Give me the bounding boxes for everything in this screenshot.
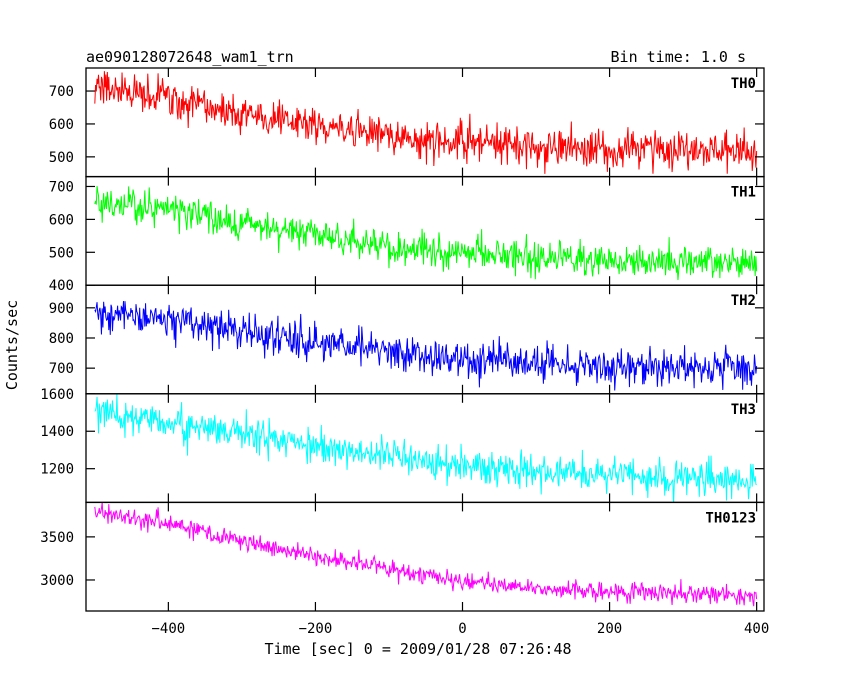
- y-tick-label: 1200: [40, 462, 74, 478]
- series-label-th1: TH1: [731, 185, 756, 201]
- series-line-th3: [94, 394, 757, 503]
- plot-title: ae090128072648_wam1_trn: [86, 48, 294, 66]
- series-line-th2: [94, 301, 758, 391]
- panel-th1: 400 500 600 700 TH1: [49, 175, 765, 294]
- y-axis-label: Counts/sec: [3, 300, 21, 390]
- x-axis: −400 −200 0 200 400: [152, 621, 770, 637]
- series-line-th1: [94, 186, 758, 281]
- panels-group: 500 600 700 TH0 400 500 600 700 TH1 700 800 900 TH2 1…: [40, 67, 765, 612]
- series-line-th0123: [94, 502, 758, 607]
- y-tick-label: 600: [49, 212, 74, 228]
- y-tick-label: 700: [49, 361, 74, 377]
- panel-th0: 500 600 700 TH0: [49, 67, 765, 178]
- y-tick-label: 1600: [40, 387, 74, 403]
- y-tick-label: 3500: [40, 530, 74, 546]
- y-tick-label: 700: [49, 179, 74, 195]
- y-tick-label: 500: [49, 245, 74, 261]
- y-tick-label: 3000: [40, 573, 74, 589]
- panel-th0123: 3000 3500 TH0123: [40, 501, 765, 612]
- series-line-th0: [94, 71, 758, 174]
- series-label-th0: TH0: [731, 76, 756, 92]
- y-tick-label: 400: [49, 278, 74, 294]
- y-tick-label: 700: [49, 84, 74, 100]
- y-tick-label: 1400: [40, 424, 74, 440]
- panel-th2: 700 800 900 TH2: [49, 284, 765, 395]
- y-tick-label: 600: [49, 117, 74, 133]
- y-tick-label: 900: [49, 301, 74, 317]
- x-tick-label: 200: [597, 621, 622, 637]
- panel-frame: [85, 501, 765, 612]
- x-tick-label: −200: [299, 621, 333, 637]
- x-tick-label: 400: [744, 621, 769, 637]
- panel-th3: 1200 1400 1600 TH3: [40, 387, 765, 504]
- x-tick-label: −400: [152, 621, 186, 637]
- x-axis-label: Time [sec] 0 = 2009/01/28 07:26:48: [264, 640, 571, 658]
- y-tick-label: 800: [49, 331, 74, 347]
- y-tick-label: 500: [49, 150, 74, 166]
- series-label-th0123: TH0123: [705, 510, 756, 526]
- x-tick-label: 0: [458, 621, 466, 637]
- bin-time-label: Bin time: 1.0 s: [611, 48, 746, 66]
- series-label-th3: TH3: [731, 402, 756, 418]
- series-label-th2: TH2: [731, 293, 756, 309]
